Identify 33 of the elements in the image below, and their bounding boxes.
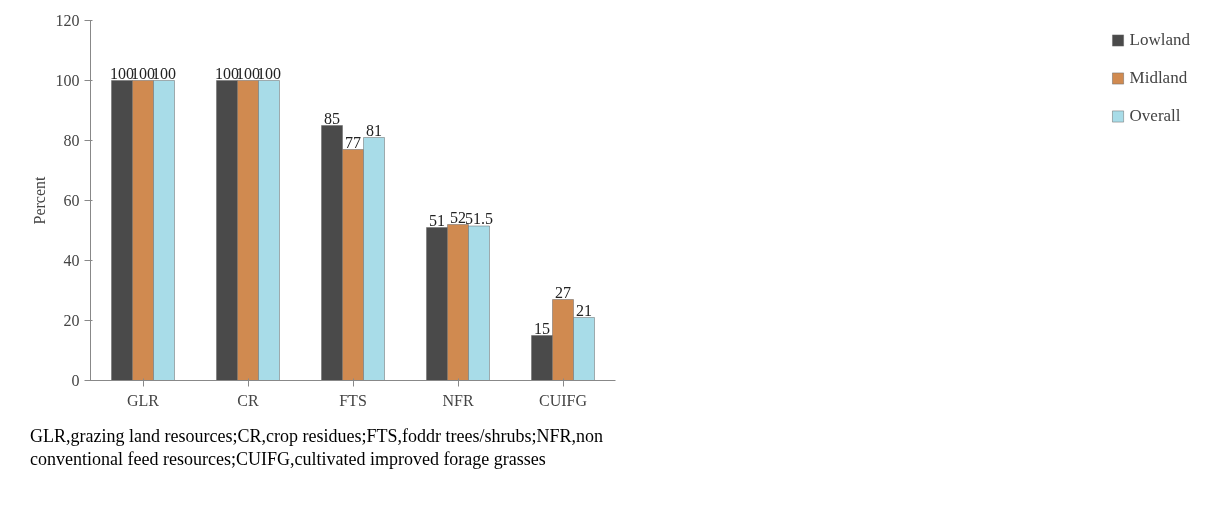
y-tick-label: 100 (55, 72, 80, 89)
x-tick-label: FTS (339, 391, 367, 409)
data-label: 52 (450, 208, 466, 226)
data-label: 100 (236, 64, 260, 82)
y-tick-label: 60 (63, 192, 80, 209)
x-tick-label: NFR (442, 391, 474, 409)
x-tick-label: CR (237, 391, 259, 409)
legend-label: Overall (1129, 106, 1181, 126)
x-tick-label: CUIFG (539, 391, 588, 409)
data-label: 85 (324, 109, 340, 127)
data-label: 100 (215, 64, 239, 82)
legend-label: Lowland (1129, 30, 1190, 50)
data-label: 100 (131, 64, 155, 82)
y-tick-label: 0 (71, 372, 80, 389)
data-label: 27 (555, 283, 571, 301)
legend-label: Midland (1129, 68, 1188, 88)
data-label: 51 (429, 211, 445, 229)
data-label: 100 (257, 64, 281, 82)
text: conventional feed resources;CUIFG,cultivated improved forage grasses (30, 449, 546, 470)
y-tick-label: 20 (63, 312, 80, 329)
data-label: 100 (110, 64, 134, 82)
data-label: 21 (576, 301, 592, 319)
data-label: 100 (152, 64, 176, 82)
y-tick-label: 120 (55, 12, 80, 29)
x-tick-label: GLR (127, 391, 160, 409)
text: GLR,grazing land resources;CR,crop residues;FTS,foddr trees/shrubs;NFR,non (30, 426, 603, 446)
y-axis-title: Percent (30, 175, 48, 225)
data-label: 77 (345, 133, 361, 151)
data-label: 51.5 (465, 210, 493, 227)
y-tick-label: 40 (63, 252, 80, 269)
y-tick-label: 80 (63, 132, 80, 149)
data-label: 15 (534, 319, 550, 337)
data-label: 81 (366, 121, 382, 139)
